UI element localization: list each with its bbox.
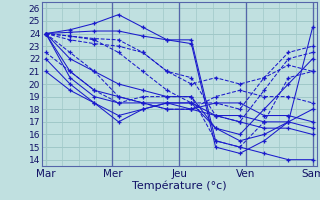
X-axis label: Température (°c): Température (°c) <box>132 180 227 191</box>
